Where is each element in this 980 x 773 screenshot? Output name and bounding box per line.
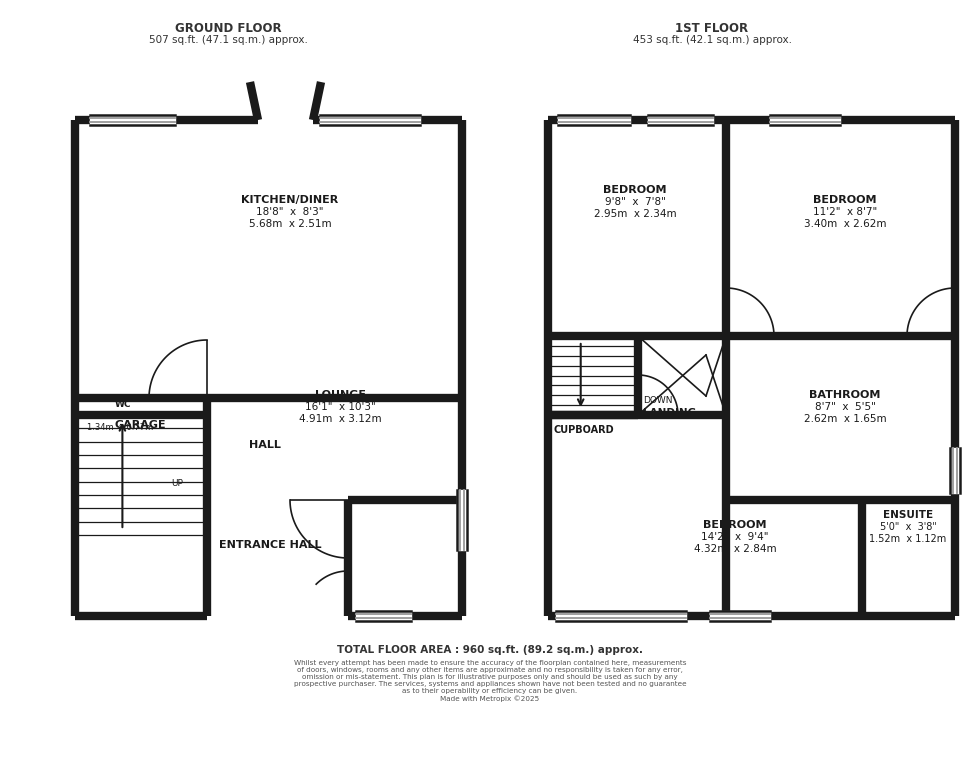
Text: LANDING: LANDING [643,408,696,418]
Text: ENSUITE: ENSUITE [883,510,933,520]
Text: 16'1"  x 10'3": 16'1" x 10'3" [305,402,375,412]
Text: 453 sq.ft. (42.1 sq.m.) approx.: 453 sq.ft. (42.1 sq.m.) approx. [632,35,792,45]
Text: KITCHEN/DINER: KITCHEN/DINER [241,195,339,205]
Polygon shape [950,448,960,493]
Text: Whilst every attempt has been made to ensure the accuracy of the floorplan conta: Whilst every attempt has been made to en… [294,660,686,702]
Polygon shape [710,611,770,621]
Text: 507 sq.ft. (47.1 sq.m.) approx.: 507 sq.ft. (47.1 sq.m.) approx. [149,35,308,45]
Text: TOTAL FLOOR AREA : 960 sq.ft. (89.2 sq.m.) approx.: TOTAL FLOOR AREA : 960 sq.ft. (89.2 sq.m… [337,645,643,655]
Polygon shape [648,115,713,125]
Text: 1.34m  x 0.77m: 1.34m x 0.77m [87,423,153,432]
Text: 3.40m  x 2.62m: 3.40m x 2.62m [804,219,886,229]
Text: HALL: HALL [249,440,281,450]
Polygon shape [457,490,467,550]
Text: BEDROOM: BEDROOM [604,185,666,195]
Text: 4.32m  x 2.84m: 4.32m x 2.84m [694,544,776,554]
Text: BEDROOM: BEDROOM [704,520,766,530]
Polygon shape [770,115,840,125]
Text: ENTRANCE HALL: ENTRANCE HALL [219,540,321,550]
Text: UP: UP [172,479,183,488]
Text: 9'8"  x  7'8": 9'8" x 7'8" [605,197,665,207]
Text: BEDROOM: BEDROOM [813,195,877,205]
Text: 8'7"  x  5'5": 8'7" x 5'5" [814,402,875,412]
Text: DOWN: DOWN [643,396,672,405]
Text: 2.62m  x 1.65m: 2.62m x 1.65m [804,414,886,424]
Polygon shape [556,611,686,621]
Text: 1.52m  x 1.12m: 1.52m x 1.12m [869,534,947,544]
Polygon shape [90,115,175,125]
Text: 11'2"  x 8'7": 11'2" x 8'7" [812,207,877,217]
Text: 5.68m  x 2.51m: 5.68m x 2.51m [249,219,331,229]
Text: GROUND FLOOR: GROUND FLOOR [174,22,281,35]
Text: 18'8"  x  8'3": 18'8" x 8'3" [256,207,323,217]
Text: 1ST FLOOR: 1ST FLOOR [675,22,749,35]
Text: 14'2"  x  9'4": 14'2" x 9'4" [702,532,768,542]
Text: WC: WC [115,400,131,409]
Polygon shape [356,611,411,621]
Text: 5'0"  x  3'8": 5'0" x 3'8" [880,522,937,532]
Text: GARAGE: GARAGE [115,420,166,430]
Text: 4'5"  x 2'6": 4'5" x 2'6" [87,412,133,421]
Text: CUPBOARD: CUPBOARD [553,425,613,435]
Text: BATHROOM: BATHROOM [809,390,881,400]
Text: 2.95m  x 2.34m: 2.95m x 2.34m [594,209,676,219]
Polygon shape [320,115,420,125]
Polygon shape [558,115,630,125]
Text: LOUNGE: LOUNGE [315,390,366,400]
Text: 4.91m  x 3.12m: 4.91m x 3.12m [299,414,381,424]
